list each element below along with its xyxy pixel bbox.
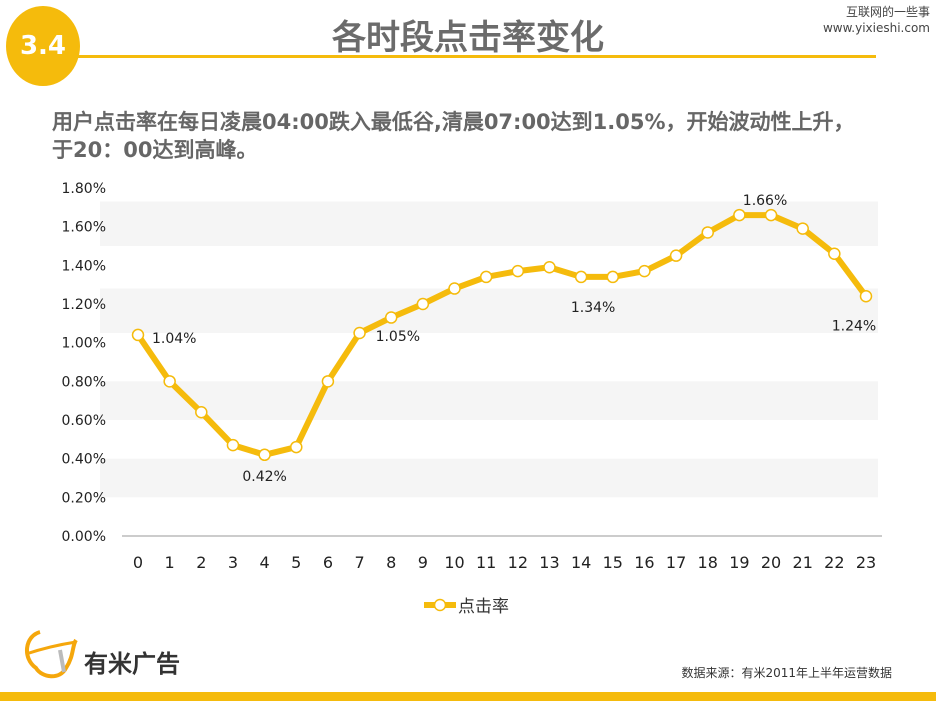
data-label: 1.05%: [376, 329, 420, 345]
data-point: [606, 270, 620, 284]
data-label: 1.66%: [743, 193, 787, 209]
x-tick-label: 4: [260, 553, 270, 572]
data-point: [163, 375, 176, 388]
data-label: 1.24%: [832, 318, 876, 334]
data-point: [543, 261, 556, 274]
x-tick-label: 19: [729, 553, 749, 572]
background-band: [100, 458, 878, 498]
x-tick-label: 5: [291, 553, 301, 572]
x-tick-label: 6: [323, 553, 333, 572]
data-point: [511, 264, 525, 278]
x-tick-label: 21: [793, 553, 813, 572]
x-tick-label: 12: [508, 553, 528, 572]
logo-text: 有米广告: [84, 650, 180, 678]
y-tick-label: 1.20%: [62, 297, 106, 313]
data-point: [384, 311, 398, 324]
data-point: [764, 208, 778, 222]
y-tick-label: 1.60%: [62, 220, 106, 236]
x-tick-label: 17: [666, 553, 686, 572]
data-label: 1.04%: [152, 331, 196, 347]
data-point: [416, 297, 430, 311]
x-tick-label: 11: [476, 553, 496, 572]
data-label: 0.42%: [242, 469, 286, 485]
data-point: [195, 406, 208, 419]
x-tick-label: 8: [386, 553, 396, 572]
x-tick-label: 2: [196, 553, 206, 572]
bottom-bar: [0, 692, 936, 701]
y-tick-label: 0.00%: [62, 529, 106, 545]
data-point: [448, 282, 461, 295]
watermark: 互联网的一些事 www.yixieshi.com: [823, 4, 930, 36]
x-tick-label: 0: [133, 553, 143, 572]
x-tick-label: 7: [354, 553, 364, 572]
data-point: [733, 208, 746, 222]
y-tick-label: 1.80%: [62, 181, 106, 197]
background-band: [100, 381, 878, 420]
line-chart: 0.00% 0.20% 0.40% 0.60% 0.80% 1.00% 1.20% 1.40%…: [62, 181, 882, 617]
x-tick-label: 16: [634, 553, 654, 572]
data-point: [226, 438, 240, 452]
watermark-line2: www.yixieshi.com: [822, 21, 930, 35]
x-tick-label: 3: [228, 553, 238, 572]
x-tick-label: 10: [444, 553, 464, 572]
data-source: 数据来源：有米2011年上半年运营数据: [681, 666, 892, 680]
data-point: [638, 264, 651, 278]
legend-marker: [433, 598, 447, 612]
background-band: [100, 201, 878, 246]
section-badge: 3.4: [6, 6, 80, 86]
data-point: [701, 226, 714, 239]
x-tick-label: 1: [165, 553, 175, 572]
x-tick-label: 13: [539, 553, 559, 572]
x-tick-label: 9: [418, 553, 428, 572]
watermark-line1: 互联网的一些事: [845, 5, 930, 19]
data-point: [796, 222, 809, 235]
data-point: [859, 290, 873, 303]
y-tick-label: 1.40%: [62, 258, 106, 274]
data-point: [574, 270, 588, 284]
data-point: [479, 270, 493, 284]
x-tick-label: 20: [761, 553, 781, 572]
y-tick-label: 0.80%: [62, 374, 106, 390]
youmi-logo-icon: [25, 630, 78, 679]
y-tick-label: 1.00%: [62, 336, 106, 352]
legend-label: 点击率: [458, 597, 509, 617]
data-point: [321, 375, 335, 388]
title-rule: [44, 55, 876, 58]
data-point: [353, 326, 366, 340]
x-tick-label: 14: [571, 553, 591, 572]
y-tick-label: 0.60%: [62, 413, 106, 429]
data-point: [131, 328, 145, 342]
x-tick-label: 18: [698, 553, 718, 572]
data-point: [828, 247, 841, 260]
data-point: [258, 448, 271, 462]
x-tick-label: 23: [856, 553, 876, 572]
data-point: [669, 249, 683, 262]
page-title: 各时段点击率变化: [332, 18, 604, 58]
x-tick-label: 22: [824, 553, 844, 572]
subtitle: 用户点击率在每日凌晨04:00跌入最低谷,清晨07:00达到1.05%，开始波动…: [52, 110, 855, 162]
background-band: [100, 288, 878, 333]
data-point: [290, 440, 303, 454]
y-tick-label: 0.40%: [62, 452, 106, 468]
y-tick-label: 0.20%: [62, 490, 106, 506]
data-label: 1.34%: [571, 300, 615, 316]
x-tick-label: 15: [603, 553, 623, 572]
